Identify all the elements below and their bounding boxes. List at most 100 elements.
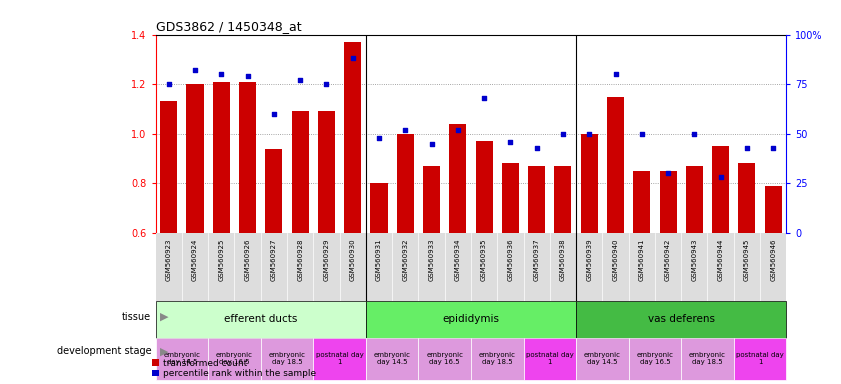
Text: GSM560946: GSM560946: [770, 238, 776, 281]
Text: GSM560927: GSM560927: [271, 238, 277, 281]
Point: [214, 71, 228, 77]
Point: [451, 127, 464, 133]
Bar: [370, 183, 388, 233]
Bar: [554, 166, 572, 233]
Text: postnatal day
1: postnatal day 1: [736, 353, 784, 366]
Bar: [209, 338, 261, 380]
Bar: [523, 338, 576, 380]
Bar: [265, 149, 283, 233]
Bar: [449, 124, 467, 233]
Bar: [313, 338, 366, 380]
Bar: [239, 82, 257, 233]
Text: GSM560926: GSM560926: [245, 238, 251, 281]
Text: GSM560938: GSM560938: [560, 238, 566, 281]
Bar: [607, 96, 624, 233]
Text: GSM560939: GSM560939: [586, 238, 592, 281]
Bar: [764, 186, 782, 233]
Point: [714, 174, 727, 180]
Bar: [344, 42, 362, 233]
Text: GSM560945: GSM560945: [744, 238, 750, 281]
Bar: [528, 166, 545, 233]
Text: embryonic
day 18.5: embryonic day 18.5: [689, 353, 726, 366]
Bar: [576, 338, 628, 380]
Bar: [156, 301, 366, 338]
Point: [635, 131, 648, 137]
Bar: [156, 338, 209, 380]
Text: GSM560928: GSM560928: [297, 238, 303, 281]
Bar: [213, 82, 230, 233]
Text: GSM560930: GSM560930: [350, 238, 356, 281]
Text: GSM560936: GSM560936: [507, 238, 513, 281]
Text: GSM560942: GSM560942: [665, 238, 671, 281]
Text: postnatal day
1: postnatal day 1: [315, 353, 363, 366]
Point: [478, 95, 491, 101]
Text: tissue: tissue: [122, 312, 151, 322]
Bar: [318, 111, 335, 233]
Text: embryonic
day 14.5: embryonic day 14.5: [584, 353, 621, 366]
Text: GSM560935: GSM560935: [481, 238, 487, 281]
Bar: [633, 171, 650, 233]
Bar: [187, 84, 204, 233]
Bar: [685, 166, 703, 233]
Bar: [366, 301, 576, 338]
Point: [399, 127, 412, 133]
Bar: [475, 141, 493, 233]
Bar: [160, 101, 177, 233]
Point: [688, 131, 701, 137]
Bar: [659, 171, 677, 233]
Legend: transformed count, percentile rank within the sample: transformed count, percentile rank withi…: [151, 359, 315, 378]
Point: [294, 77, 307, 83]
Point: [241, 73, 254, 79]
Text: postnatal day
1: postnatal day 1: [526, 353, 574, 366]
Bar: [628, 338, 681, 380]
Point: [609, 71, 622, 77]
Point: [766, 144, 780, 151]
Text: embryonic
day 14.5: embryonic day 14.5: [373, 353, 410, 366]
Point: [346, 55, 359, 61]
Bar: [471, 338, 523, 380]
Bar: [366, 338, 419, 380]
Bar: [738, 164, 755, 233]
Bar: [681, 338, 733, 380]
Point: [740, 144, 754, 151]
Text: embryonic
day 18.5: embryonic day 18.5: [268, 353, 305, 366]
Text: GSM560940: GSM560940: [612, 238, 618, 281]
Bar: [576, 301, 786, 338]
Text: GSM560925: GSM560925: [219, 238, 225, 281]
Bar: [502, 164, 519, 233]
Bar: [419, 338, 471, 380]
Text: embryonic
day 16.5: embryonic day 16.5: [637, 353, 674, 366]
Bar: [423, 166, 440, 233]
Point: [373, 135, 386, 141]
Bar: [580, 134, 598, 233]
Text: ▶: ▶: [160, 346, 168, 356]
Text: GSM560944: GSM560944: [717, 238, 723, 281]
Text: GDS3862 / 1450348_at: GDS3862 / 1450348_at: [156, 20, 301, 33]
Point: [504, 139, 517, 145]
Point: [556, 131, 569, 137]
Text: epididymis: epididymis: [442, 314, 500, 324]
Text: GSM560943: GSM560943: [691, 238, 697, 281]
Text: development stage: development stage: [56, 346, 151, 356]
Text: embryonic
day 18.5: embryonic day 18.5: [479, 353, 516, 366]
Text: GSM560937: GSM560937: [534, 238, 540, 281]
Bar: [712, 146, 729, 233]
Text: ▶: ▶: [160, 312, 168, 322]
Point: [661, 170, 674, 176]
Bar: [397, 134, 414, 233]
Point: [583, 131, 596, 137]
Text: GSM560932: GSM560932: [402, 238, 408, 281]
Text: GSM560931: GSM560931: [376, 238, 382, 281]
Text: GSM560929: GSM560929: [324, 238, 330, 281]
Point: [267, 111, 281, 117]
Text: embryonic
day 16.5: embryonic day 16.5: [216, 353, 253, 366]
Text: efferent ducts: efferent ducts: [224, 314, 298, 324]
Bar: [292, 111, 309, 233]
Point: [425, 141, 438, 147]
Point: [530, 144, 543, 151]
Point: [162, 81, 176, 87]
Text: GSM560934: GSM560934: [455, 238, 461, 281]
Text: GSM560924: GSM560924: [192, 238, 198, 281]
Bar: [733, 338, 786, 380]
Point: [188, 67, 202, 73]
